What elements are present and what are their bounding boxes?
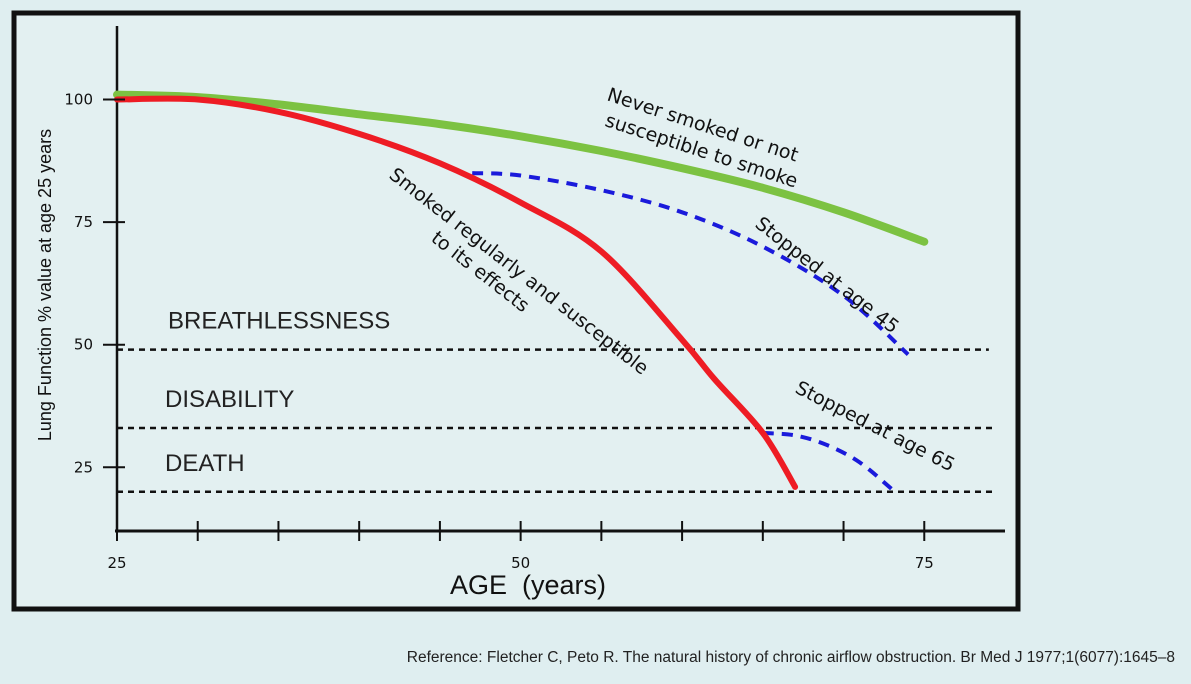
smoker-curve [114,95,799,490]
x-axis-label: AGE (years) [450,570,606,600]
threshold-lines: BREATHLESSNESS DISABILITY DEATH [117,308,997,494]
x-tick-label: 50 [511,554,530,572]
threshold-label: DEATH [165,450,245,477]
y-tick-label: 100 [64,91,93,109]
threshold-label: DISABILITY [165,386,294,413]
threshold-label: BREATHLESSNESS [168,308,390,335]
y-axis-label: Lung Function % value at age 25 years [35,129,55,441]
y-tick-label: 75 [74,213,93,231]
y-tick-label: 50 [74,336,93,354]
data-series [113,90,929,491]
chart-frame [11,10,1021,612]
never-smoked-curve [113,90,929,246]
chart-axes [115,26,1005,533]
axis-ticks: 25 50 75 100 75 50 25 [64,91,933,572]
x-tick-label: 75 [915,554,934,572]
stopped-45-curve [472,171,910,356]
y-tick-label: 25 [74,458,93,476]
x-tick-label: 25 [107,554,126,572]
stopped-65-curve [762,430,894,491]
reference-citation: Reference: Fletcher C, Peto R. The natur… [407,649,1175,666]
